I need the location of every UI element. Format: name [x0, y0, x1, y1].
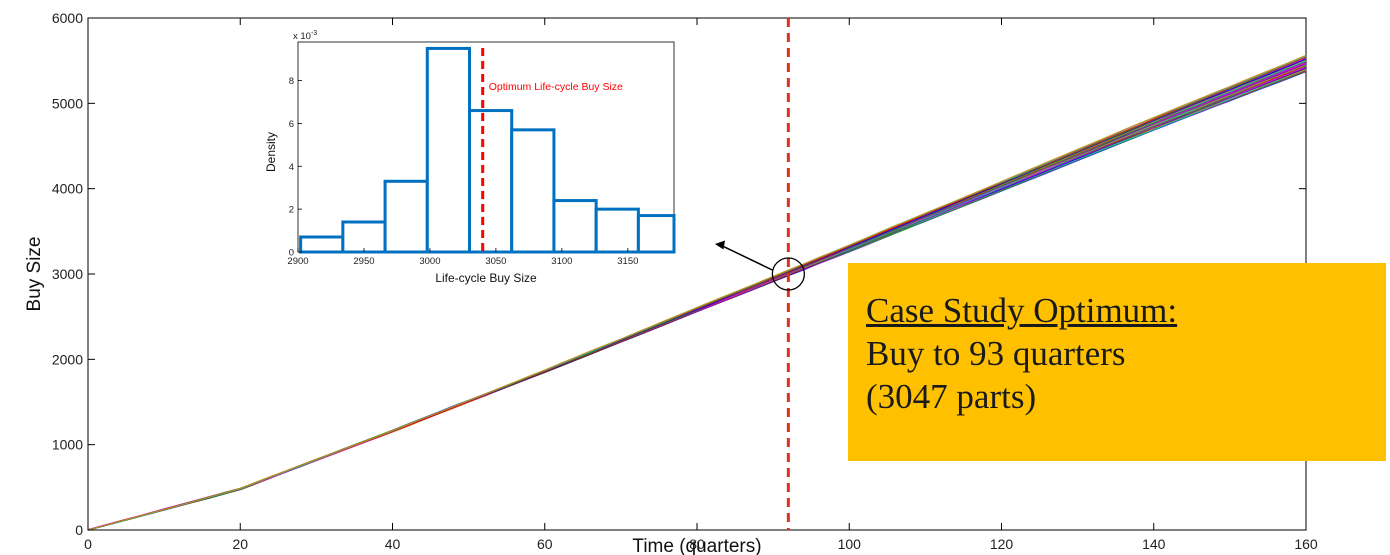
inset-y-tick-label: 8	[289, 76, 294, 87]
inset-y-tick-label: 0	[289, 248, 294, 259]
histogram-bar	[341, 220, 387, 254]
case-study-callout: Case Study Optimum: Buy to 93 quarters (…	[848, 263, 1386, 461]
inset-y-tick-label: 4	[289, 162, 294, 173]
y-tick-label: 3000	[52, 266, 83, 282]
inset-x-label: Life-cycle Buy Size	[435, 271, 537, 285]
histogram-bar	[510, 128, 556, 254]
histogram-bar	[594, 207, 640, 254]
inset-x-tick-label: 3000	[419, 256, 440, 267]
histogram-bar	[552, 199, 598, 254]
inset-optimum-label: Optimum Life-cycle Buy Size	[489, 81, 623, 93]
y-tick-label: 4000	[52, 181, 83, 197]
x-tick-label: 20	[232, 536, 248, 552]
main-axis-ticks: 0 20 40 60 80 100 120 140 1600100020003000400050…	[52, 10, 1318, 552]
inset-x-tick-label: 3050	[485, 256, 506, 267]
y-axis-label: Buy Size	[24, 237, 45, 312]
inset-x-tick-label: 2900	[287, 256, 308, 267]
x-tick-label: 80	[689, 536, 705, 552]
y-tick-label: 6000	[52, 10, 83, 26]
inset-x-tick-label: 2950	[353, 256, 374, 267]
callout-heading: Case Study Optimum:	[866, 291, 1178, 330]
callout-line-1: Buy to 93 quarters	[866, 334, 1126, 373]
highlight-circle	[771, 257, 805, 291]
histogram-bar	[299, 235, 345, 254]
simulation-line	[87, 54, 1307, 531]
x-tick-label: 0	[84, 536, 92, 552]
x-axis-label: Time (quarters)	[632, 536, 761, 555]
simulation-lines	[87, 54, 1307, 531]
y-tick-label: 0	[75, 522, 83, 538]
inset-x-tick-label: 3150	[617, 256, 638, 267]
inset-axis-ticks: 2900 2950 3000 3050 3100 3150 0 2 4 6 8	[287, 76, 638, 267]
x-tick-label: 60	[537, 536, 553, 552]
y-tick-label: 5000	[52, 95, 83, 111]
inset-exponent-label: x 10-3	[293, 30, 317, 42]
histogram-bar	[636, 214, 676, 254]
inset-y-tick-label: 6	[289, 119, 294, 130]
inset-y-tick-label: 2	[289, 205, 294, 216]
x-tick-label: 100	[838, 536, 862, 552]
callout-arrow	[720, 244, 773, 271]
x-tick-label: 160	[1294, 536, 1318, 552]
inset-x-tick-label: 3100	[551, 256, 572, 267]
x-tick-label: 120	[990, 536, 1014, 552]
y-tick-label: 1000	[52, 437, 83, 453]
x-tick-label: 140	[1142, 536, 1166, 552]
x-tick-label: 40	[385, 536, 401, 552]
inset-bars	[299, 46, 676, 254]
inset-histogram: 2900 2950 3000 3050 3100 3150 0 2 4 6 8 Optimum Li…	[264, 28, 688, 285]
histogram-bar	[383, 179, 429, 254]
histogram-bar	[468, 109, 514, 254]
inset-exponent-base: x 10	[293, 31, 311, 42]
inset-y-label: Density	[264, 132, 278, 172]
inset-exponent-power: -3	[311, 30, 317, 37]
y-tick-label: 2000	[52, 351, 83, 367]
callout-line-2: (3047 parts)	[866, 377, 1037, 416]
callout-arrow-head	[715, 240, 725, 250]
histogram-bar	[425, 46, 472, 254]
